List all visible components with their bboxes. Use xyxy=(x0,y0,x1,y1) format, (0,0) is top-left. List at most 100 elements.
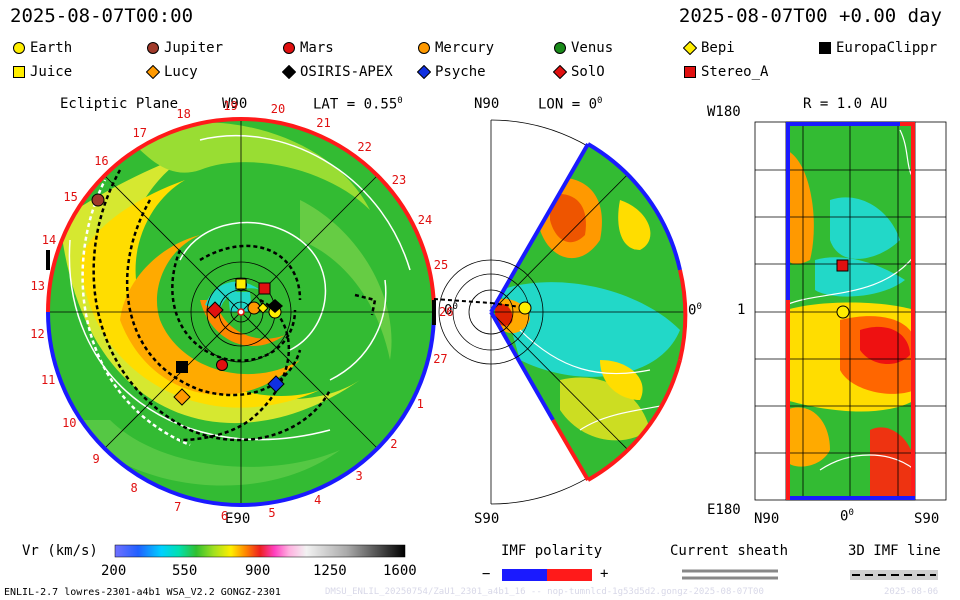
colorbar xyxy=(114,544,406,558)
rim-tick-label: 27 xyxy=(433,352,448,367)
ecliptic-bottom-label: E90 xyxy=(225,511,251,527)
current-sheath-symbol xyxy=(682,569,778,580)
rim-tick-label: 17 xyxy=(132,125,147,140)
rim-tick-label: 22 xyxy=(357,140,372,155)
rim-tick-label: 3 xyxy=(355,469,363,484)
rim-tick-label: 15 xyxy=(63,190,78,205)
imf-line-label: 3D IMF line xyxy=(848,543,941,559)
ecliptic-right-label: 00 xyxy=(444,302,458,319)
legend-diamond-icon xyxy=(146,65,160,79)
imf-polarity-label: IMF polarity xyxy=(501,543,603,559)
legend-item-stereo-a: Stereo_A xyxy=(683,64,768,80)
meridional-right-label: 00 xyxy=(688,302,702,319)
legend-item-solo: SolO xyxy=(553,64,605,80)
legend-label: EuropaClippr xyxy=(836,40,938,56)
legend-item-juice: Juice xyxy=(12,64,72,80)
legend-label: OSIRIS-APEX xyxy=(300,64,393,80)
legend-diamond-icon xyxy=(282,65,296,79)
legend-diamond-icon xyxy=(553,65,567,79)
legend-label: Lucy xyxy=(164,64,198,80)
legend-diamond-icon xyxy=(683,41,697,55)
r1au-bottom-n90-label: N90 xyxy=(754,511,780,527)
legend-item-earth: Earth xyxy=(12,40,72,56)
rim-tick-label: 25 xyxy=(433,257,449,272)
legend-circle-icon xyxy=(418,42,430,54)
rim-tick-label: 23 xyxy=(391,173,407,188)
legend-circle-icon xyxy=(554,42,566,54)
legend-diamond-icon xyxy=(417,65,431,79)
colorbar-label: Vr (km/s) xyxy=(22,543,98,559)
legend-square-icon xyxy=(684,66,696,78)
legend-circle-icon xyxy=(13,42,25,54)
meridional-panel xyxy=(438,119,688,505)
footer-model-info: ENLIL-2.7 lowres-2301-a4b1 WSA_V2.2 GONG… xyxy=(4,587,281,598)
legend-item-mars: Mars xyxy=(282,40,334,56)
legend-circle-icon xyxy=(283,42,295,54)
rim-tick-label: 8 xyxy=(130,480,138,495)
ecliptic-plane-panel xyxy=(46,117,492,507)
rim-tick-label: 19 xyxy=(223,99,238,114)
legend-label: Mars xyxy=(300,40,334,56)
legend-label: Jupiter xyxy=(164,40,224,56)
legend-label: Earth xyxy=(30,40,73,56)
legend-item-europaclippr: EuropaClippr xyxy=(818,40,937,56)
rim-tick-label: 1 xyxy=(416,397,424,412)
colorbar-tick-1250: 1250 xyxy=(313,563,347,579)
ecliptic-top-label: W90 xyxy=(222,96,248,112)
ecliptic-lat-label: LAT = 0.550 xyxy=(313,96,403,113)
footer-date: 2025-08-06 xyxy=(884,587,939,597)
legend-item-psyche: Psyche xyxy=(417,64,486,80)
rim-tick-label: 20 xyxy=(270,102,286,117)
legend-label: SolO xyxy=(571,64,605,80)
legend-label: Mercury xyxy=(435,40,495,56)
colorbar-tick-550: 550 xyxy=(172,563,198,579)
r1au-top-left-label: W180 xyxy=(707,104,741,120)
legend-item-jupiter: Jupiter xyxy=(146,40,223,56)
rim-tick-label: 4 xyxy=(314,492,322,507)
meridional-lon-label: LON = 00 xyxy=(538,96,603,113)
rim-tick-label: 6 xyxy=(220,508,229,523)
rim-tick-label: 7 xyxy=(174,500,182,515)
imf-positive-bar xyxy=(547,569,592,581)
legend-label: Bepi xyxy=(701,40,735,56)
imf-line-symbol xyxy=(850,570,938,580)
legend-label: Stereo_A xyxy=(701,64,769,80)
rim-tick-label: 12 xyxy=(30,326,45,341)
colorbar-tick-900: 900 xyxy=(245,563,271,579)
r1au-bottom-s90-label: S90 xyxy=(914,511,940,527)
rim-tick-label: 18 xyxy=(176,107,191,122)
meridional-top-label: N90 xyxy=(474,96,500,112)
rim-tick-label: 14 xyxy=(41,232,57,247)
imf-minus-label: − xyxy=(482,566,491,582)
legend-circle-icon xyxy=(147,42,159,54)
rim-tick-label: 13 xyxy=(30,279,45,294)
r1au-bottom-left-label: E180 xyxy=(707,502,741,518)
rim-tick-label: 11 xyxy=(40,372,56,387)
rim-tick-label: 2 xyxy=(390,436,398,451)
rim-tick-label: 5 xyxy=(268,506,276,521)
legend-item-lucy: Lucy xyxy=(146,64,198,80)
legend-item-bepi: Bepi xyxy=(683,40,735,56)
current-sheath-label: Current sheath xyxy=(670,543,789,559)
legend-item-venus: Venus xyxy=(553,40,613,56)
rim-tick-label: 10 xyxy=(62,415,77,430)
legend-label: Juice xyxy=(30,64,73,80)
rim-tick-label: 26 xyxy=(438,305,454,320)
r1au-mid-left-label: 1 xyxy=(737,302,746,318)
rim-tick-label: 24 xyxy=(417,213,433,228)
imf-plus-label: + xyxy=(600,566,609,582)
datetime-left: 2025-08-07T00:00 xyxy=(10,5,194,27)
r1au-bottom-mid-label: 00 xyxy=(840,508,854,525)
legend-item-osiris-apex: OSIRIS-APEX xyxy=(282,64,393,80)
datetime-right: 2025-08-07T00 +0.00 day xyxy=(678,5,942,27)
legend-item-mercury: Mercury xyxy=(417,40,494,56)
legend-label: Psyche xyxy=(435,64,486,80)
r1au-panel xyxy=(754,121,947,501)
legend-square-icon xyxy=(819,42,831,54)
legend-label: Venus xyxy=(571,40,614,56)
ecliptic-title: Ecliptic Plane xyxy=(60,96,179,112)
footer-run-id: DMSU_ENLIL_20250754/ZaU1_2301_a4b1_16 --… xyxy=(325,587,764,597)
rim-tick-label: 21 xyxy=(316,116,331,131)
legend-square-icon xyxy=(13,66,25,78)
